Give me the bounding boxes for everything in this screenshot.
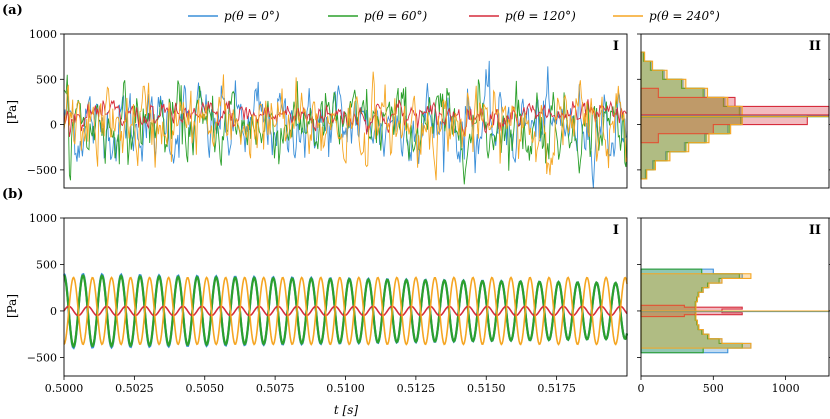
- x-tick-label: 0.5050: [186, 382, 225, 395]
- x-tick-label: 1000: [772, 382, 800, 395]
- x-tick-label: 0.5175: [537, 382, 576, 395]
- y-tick-label: −500: [27, 164, 57, 177]
- legend-label: p(θ = 60°): [364, 9, 428, 23]
- legend: p(θ = 0°) p(θ = 60°) p(θ = 120°) p(θ = 240°…: [188, 9, 720, 23]
- axes-frame: [640, 217, 830, 377]
- xlabel-b: t [s]: [334, 403, 358, 417]
- legend-label: p(θ = 240°): [649, 9, 720, 23]
- panel-a-II: II: [637, 33, 830, 189]
- series-line: [63, 71, 628, 181]
- axes-frame: [640, 33, 830, 189]
- axes-frame: [63, 217, 628, 377]
- panel-roman-label: II: [809, 39, 821, 54]
- ylabel-b: [Pa]: [5, 294, 19, 318]
- x-tick-label: 0: [638, 382, 645, 395]
- y-tick-label: −500: [27, 351, 57, 364]
- series-line: [63, 60, 628, 189]
- panel-b-I: 0.5000 0.5025 0.5050 0.5075 0.5100 0.5125 0.51…: [27, 212, 629, 395]
- series-line: [63, 273, 629, 349]
- panel-a-I: −500 0 500 1000 I: [27, 28, 628, 189]
- panel-roman-label: I: [613, 223, 619, 238]
- x-tick-label: 0.5075: [256, 382, 295, 395]
- axes-frame: [63, 33, 628, 189]
- y-tick-label: 500: [36, 73, 57, 86]
- y-tick-label: 1000: [29, 212, 57, 225]
- hist-series: [640, 273, 752, 349]
- y-tick-label: 0: [50, 119, 57, 132]
- x-tick-label: 0.5100: [326, 382, 365, 395]
- panel-label-b: (b): [2, 187, 23, 202]
- series-line: [63, 74, 628, 185]
- x-tick-label: 0.5025: [115, 382, 154, 395]
- panel-label-a: (a): [2, 3, 23, 18]
- legend-label: p(θ = 120°): [505, 9, 576, 23]
- x-tick-label: 500: [703, 382, 724, 395]
- panel-b-II: 0 500 1000 II: [637, 217, 830, 395]
- x-tick-label: 0.5000: [45, 382, 84, 395]
- series-line: [63, 276, 628, 346]
- y-tick-label: 0: [50, 305, 57, 318]
- y-tick-label: 500: [36, 258, 57, 271]
- legend-label: p(θ = 0°): [224, 9, 280, 23]
- panel-roman-label: II: [809, 223, 821, 238]
- x-tick-label: 0.5125: [397, 382, 436, 395]
- y-tick-label: 1000: [29, 28, 57, 41]
- panel-roman-label: I: [613, 39, 619, 54]
- x-tick-label: 0.5150: [467, 382, 506, 395]
- series-line: [63, 99, 628, 138]
- ylabel-a: [Pa]: [5, 100, 19, 124]
